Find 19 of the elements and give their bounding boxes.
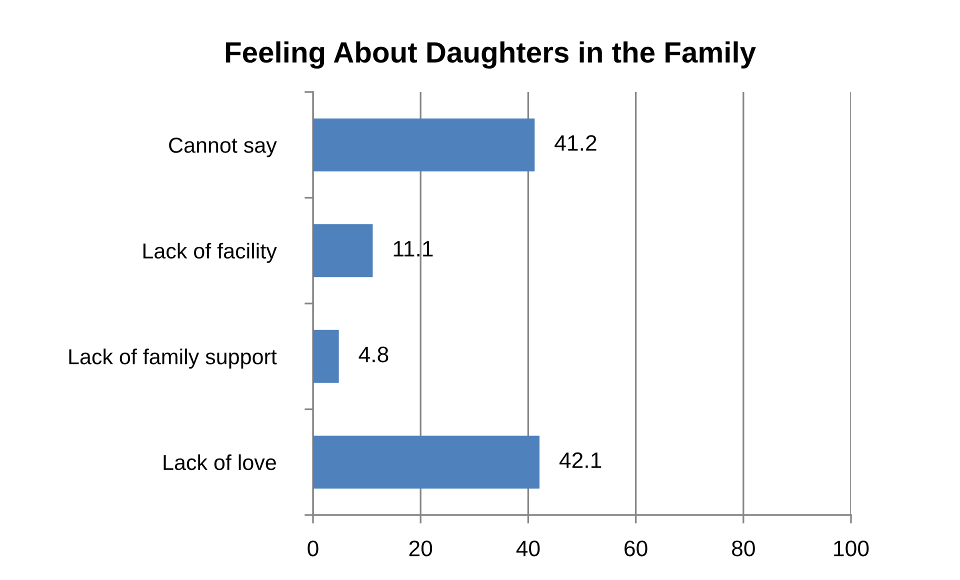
y-tick-label: Lack of family support xyxy=(69,348,277,369)
bar xyxy=(313,436,540,489)
data-label: 41.2 xyxy=(554,135,596,151)
bar xyxy=(313,330,339,383)
bar xyxy=(313,118,535,172)
x-tick-label: 100 xyxy=(834,540,869,556)
x-tick-label: 40 xyxy=(516,540,540,556)
data-label: 4.8 xyxy=(358,346,388,362)
x-tick-label: 20 xyxy=(409,540,432,556)
bar xyxy=(313,224,373,278)
chart-title: Feeling About Daughters in the Family xyxy=(226,41,756,69)
data-label: 42.1 xyxy=(559,452,602,468)
y-tick-label: Cannot say xyxy=(169,138,277,158)
data-label: 11.1 xyxy=(394,241,433,256)
y-tick-label: Lack of facility xyxy=(143,242,277,263)
x-tick-label: 60 xyxy=(624,540,648,556)
x-tick-label: 0 xyxy=(308,540,318,556)
x-tick-label: 80 xyxy=(732,540,755,556)
y-tick-label: Lack of love xyxy=(164,454,276,470)
